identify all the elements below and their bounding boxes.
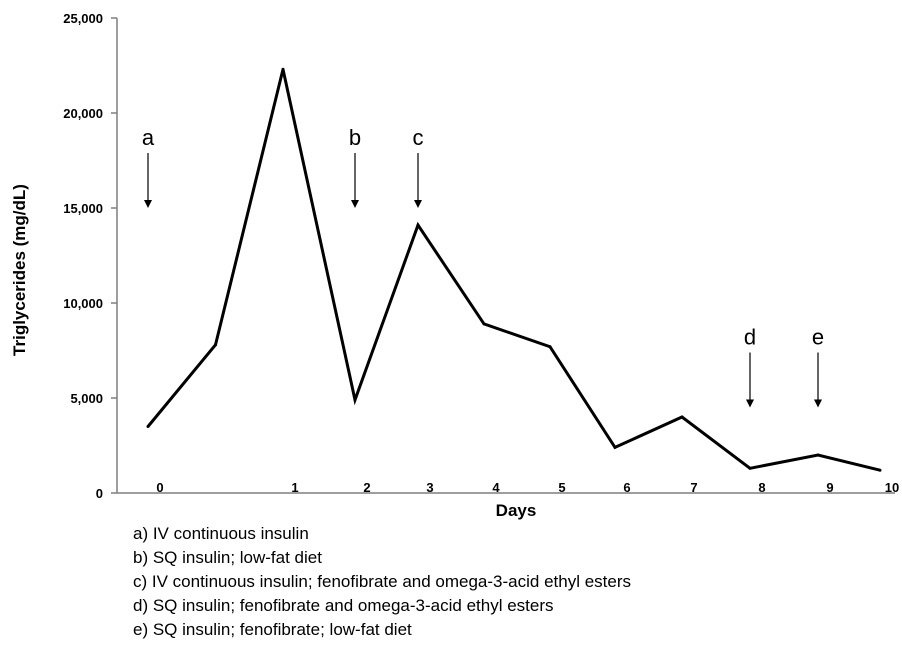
data-point [613, 445, 617, 449]
data-point [816, 453, 820, 457]
annotation-letter: b [349, 125, 361, 150]
x-axis: 0 1 2 3 4 5 6 7 8 9 10 [117, 480, 899, 495]
data-point [281, 67, 285, 71]
data-point [214, 343, 217, 347]
y-tick-label: 5,000 [70, 391, 103, 406]
data-point [748, 466, 752, 470]
x-tick-label: 9 [826, 480, 833, 495]
x-tick-label: 0 [156, 480, 163, 495]
x-tick-label: 10 [885, 480, 899, 495]
y-tick-label: 0 [96, 486, 103, 501]
x-tick-label: 1 [291, 480, 298, 495]
y-tick-label: 15,000 [63, 201, 103, 216]
legend-item-d: d) SQ insulin; fenofibrate and omega-3-a… [133, 596, 554, 615]
annotation-legend: a) IV continuous insulin b) SQ insulin; … [133, 522, 631, 642]
x-tick-label: 8 [758, 480, 765, 495]
data-point [680, 415, 684, 419]
annotation-letter: a [142, 125, 155, 150]
annotation-arrow-head [351, 200, 359, 208]
legend-item-b: b) SQ insulin; low-fat diet [133, 548, 322, 567]
series-layer [146, 67, 882, 472]
y-tick-label: 20,000 [63, 106, 103, 121]
series-line [146, 68, 881, 472]
x-axis-label: Days [496, 501, 537, 520]
annotation-letter: c [413, 125, 424, 150]
x-tick-label: 7 [690, 480, 697, 495]
data-point [482, 322, 486, 326]
legend-item-c: c) IV continuous insulin; fenofibrate an… [133, 572, 631, 591]
y-tick-label: 25,000 [63, 11, 103, 26]
triglycerides-line-chart: 0 5,000 10,000 15,000 20,000 25,000 0 1 2 3 4 5 6 7 8… [10, 11, 899, 520]
annotation-letter: d [744, 325, 756, 350]
x-tick-label: 2 [363, 480, 370, 495]
data-point [878, 468, 882, 472]
legend-item-a: a) IV continuous insulin [133, 524, 309, 543]
data-point [146, 425, 150, 428]
y-tick-label: 10,000 [63, 296, 103, 311]
legend-item-e: e) SQ insulin; fenofibrate; low-fat diet [133, 620, 412, 639]
annotation-letter: e [812, 325, 824, 350]
data-point [353, 398, 357, 402]
annotation-layer: a b c d e [142, 125, 824, 408]
x-tick-label: 6 [623, 480, 630, 495]
x-tick-label: 3 [426, 480, 433, 495]
y-axis-label: Triglycerides (mg/dL) [10, 184, 29, 356]
x-tick-label: 5 [558, 480, 565, 495]
data-point [416, 223, 420, 227]
annotation-arrow-head [144, 200, 152, 208]
annotation-arrow-head [746, 399, 754, 408]
y-axis: 0 5,000 10,000 15,000 20,000 25,000 [63, 11, 118, 501]
annotation-arrow-head [814, 399, 822, 408]
x-tick-label: 4 [492, 480, 500, 495]
annotation-arrow-head [414, 200, 422, 208]
data-point [548, 345, 552, 349]
